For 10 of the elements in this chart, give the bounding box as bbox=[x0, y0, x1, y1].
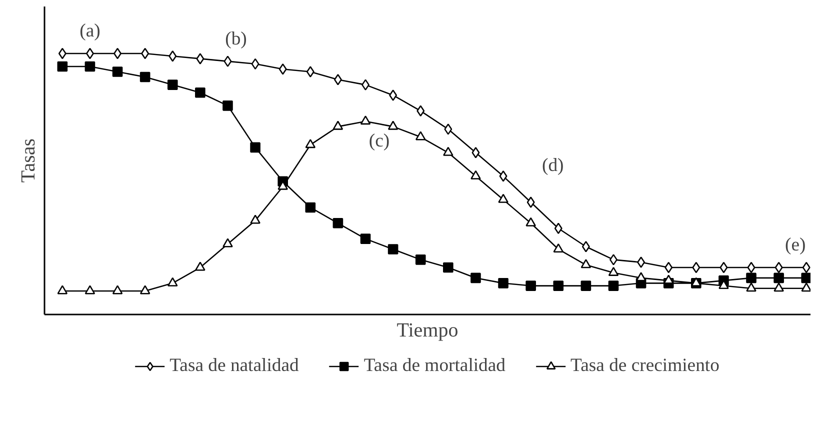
y-axis-title: Tasas bbox=[18, 138, 40, 183]
legend-label: Tasa de natalidad bbox=[170, 355, 299, 377]
legend-label: Tasa de crecimiento bbox=[570, 355, 720, 377]
annotation: (e) bbox=[784, 234, 806, 256]
text: (a) bbox=[80, 20, 100, 42]
legend-label: Tasa de mortalidad bbox=[364, 355, 506, 377]
text: (b) bbox=[225, 28, 247, 50]
annotation: (c) bbox=[368, 130, 390, 152]
annotation: (d) bbox=[542, 155, 564, 176]
x-axis-title: Tiempo bbox=[396, 320, 458, 342]
